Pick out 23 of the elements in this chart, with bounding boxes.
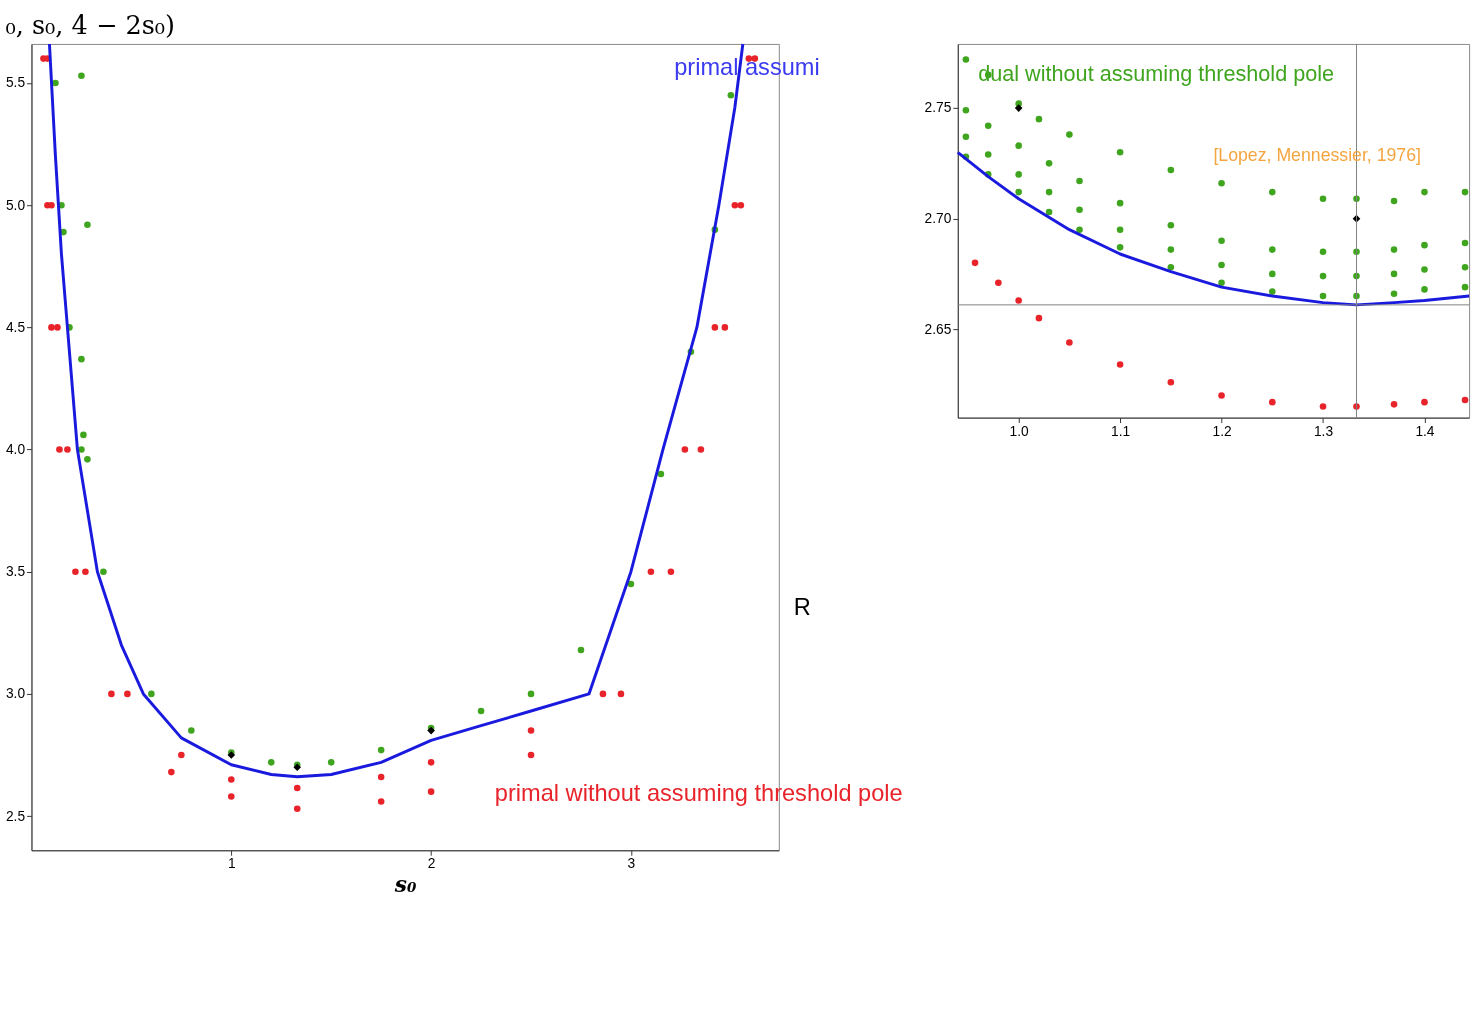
y-tick-label: 4.0 [5, 441, 26, 457]
y-tick-label: 2.65 [924, 321, 952, 337]
y-tick-label: 3.0 [5, 686, 26, 702]
y-tick-label: 5.0 [5, 197, 26, 213]
x-tick-label: 1.2 [1212, 423, 1232, 439]
y-tick-label: 5.5 [5, 75, 26, 91]
y-tick-label: 2.75 [924, 100, 952, 116]
y-tick-label: 2.5 [5, 808, 26, 824]
y-tick-label: 2.70 [924, 211, 952, 227]
y-tick-label: 3.5 [5, 564, 26, 580]
annotation: primal assumi [674, 54, 820, 81]
x-tick-label: 1 [227, 856, 236, 872]
x-tick-label: 2 [427, 856, 436, 872]
y-tick-label: 4.5 [5, 319, 26, 335]
x-tick-label: 1.0 [1009, 423, 1030, 439]
annotation: primal without assuming threshold pole [494, 779, 903, 806]
chart-title: ₀, s₀, 4 − 2s₀) [5, 9, 176, 40]
text: R [793, 594, 811, 621]
x-tick-label: 1.4 [1415, 423, 1435, 439]
x-tick-label: 1.1 [1111, 423, 1131, 439]
x-tick-label: 3 [627, 856, 636, 872]
x-tick-label: 1.3 [1313, 423, 1334, 439]
x-axis-title: s₀ [393, 872, 417, 898]
